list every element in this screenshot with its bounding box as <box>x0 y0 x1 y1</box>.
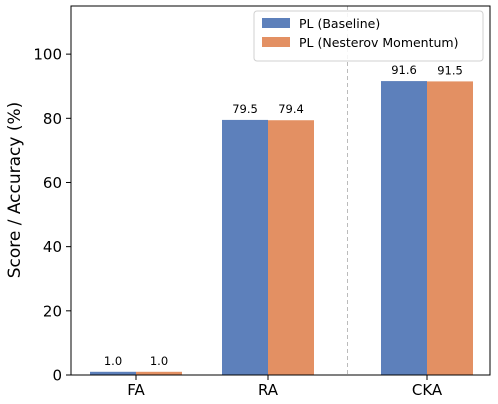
y-tick-label-20: 20 <box>43 302 62 320</box>
bar-fa-series-1 <box>90 371 136 375</box>
legend-box <box>253 10 484 62</box>
bar-cka-series-2 <box>427 81 473 375</box>
data-label-cka-series-1: 91.6 <box>391 63 417 77</box>
plot-area: 1.0 79.5 91.6 1.0 79.4 91.5 0 20 40 60 80 100 FA RA CK… <box>33 5 491 399</box>
bar-ra-series-1 <box>222 119 268 376</box>
plot-frame <box>70 5 491 376</box>
data-label-cka-series-2: 91.5 <box>437 63 463 77</box>
y-axis-label: Score / Accuracy (%) <box>5 102 25 279</box>
x-tick-label-fa: FA <box>127 381 145 399</box>
y-tick-label-100: 100 <box>33 46 62 64</box>
data-label-ra-series-1: 79.5 <box>232 102 258 116</box>
data-label-fa-series-2: 1.0 <box>150 354 168 368</box>
y-tick-label-80: 80 <box>43 110 62 128</box>
data-label-ra-series-2: 79.4 <box>278 102 304 116</box>
y-tick-label-60: 60 <box>43 174 62 192</box>
y-tick-label-40: 40 <box>43 238 62 256</box>
legend-label-series-2: PL (Nesterov Momentum) <box>299 35 458 50</box>
legend-swatch-series-1 <box>262 18 290 28</box>
x-tick-label-ra: RA <box>258 381 279 399</box>
legend-label-series-1: PL (Baseline) <box>299 16 380 31</box>
y-tick-label-0: 0 <box>52 367 62 385</box>
x-tick-label-cka: CKA <box>412 381 443 399</box>
bar-ra-series-2 <box>268 120 314 375</box>
bar-fa-series-2 <box>136 371 182 375</box>
legend-swatch-series-2 <box>262 37 290 47</box>
bar-cka-series-1 <box>381 81 427 375</box>
data-label-fa-series-1: 1.0 <box>104 354 122 368</box>
